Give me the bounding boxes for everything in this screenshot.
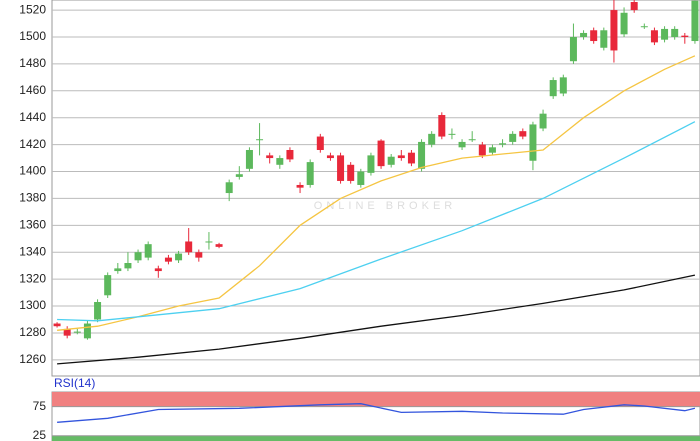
candle-body	[164, 257, 172, 262]
y-tick-label: 1320	[19, 271, 46, 285]
y-tick-label: 1520	[19, 2, 46, 16]
candle-body	[691, 0, 699, 42]
candle-body	[245, 149, 253, 169]
candle-body	[630, 2, 638, 11]
candle-body	[124, 262, 132, 269]
candle-body	[306, 162, 314, 185]
candle-body	[600, 30, 608, 48]
candle-body	[448, 133, 456, 135]
candle-body	[499, 143, 507, 145]
candle-body	[195, 252, 203, 258]
candle-body	[114, 268, 122, 272]
candle-body	[235, 174, 243, 177]
candle-body	[539, 113, 547, 129]
watermark: ONLINE BROKER	[314, 200, 456, 212]
candle-body	[256, 139, 264, 141]
candle-body	[549, 80, 557, 97]
candle-body	[671, 28, 679, 37]
candle-body	[276, 158, 284, 165]
y-tick-label: 1440	[19, 110, 46, 124]
candle-body	[650, 30, 658, 43]
candle-body	[428, 133, 436, 145]
candle-body	[407, 152, 415, 164]
candle-body	[580, 32, 588, 37]
candle-body	[215, 244, 223, 247]
main-panel	[51, 0, 700, 377]
rsi-title: RSI(14)	[54, 376, 95, 390]
candle-body	[205, 241, 213, 243]
y-tick-label: 25	[33, 428, 47, 441]
candle-body	[488, 147, 496, 153]
y-tick-label: 1460	[19, 83, 46, 97]
moving-average	[57, 121, 696, 322]
candle-body	[225, 182, 233, 194]
candle-body	[83, 323, 91, 339]
y-tick-label: 1480	[19, 56, 46, 70]
candle-body	[681, 35, 689, 37]
candle-body	[377, 140, 385, 167]
candle-body	[326, 155, 334, 159]
candle-body	[53, 323, 61, 327]
candle-body	[620, 12, 628, 35]
y-tick-label: 1400	[19, 164, 46, 178]
y-tick-label: 1500	[19, 29, 46, 43]
candle-body	[438, 115, 446, 137]
y-tick-label: 1420	[19, 137, 46, 151]
y-tick-label: 1260	[19, 352, 46, 366]
rsi-line	[57, 403, 696, 423]
candle-body	[468, 139, 476, 141]
candle-body	[569, 36, 577, 62]
candle-body	[175, 253, 183, 261]
candle-body	[185, 241, 193, 253]
candle-body	[316, 136, 324, 150]
candle-body	[519, 131, 527, 137]
candle-body	[529, 124, 537, 161]
candle-body	[590, 30, 598, 42]
candle-body	[296, 184, 304, 188]
candle-body	[610, 10, 618, 51]
rsi-band	[52, 435, 700, 441]
candle-body	[337, 155, 345, 181]
y-tick-label: 1360	[19, 218, 46, 232]
candle-body	[367, 155, 375, 173]
candle-body	[478, 144, 486, 156]
y-tick-label: 1340	[19, 244, 46, 258]
candle-body	[397, 155, 405, 159]
y-tick-label: 1380	[19, 191, 46, 205]
candle-body	[640, 26, 648, 28]
candle-body	[94, 302, 102, 320]
candle-body	[559, 77, 567, 94]
candle-body	[509, 133, 517, 142]
moving-average	[57, 274, 696, 365]
y-tick-label: 1280	[19, 325, 46, 339]
candle-body	[144, 244, 152, 258]
candle-body	[458, 141, 466, 148]
candle-body	[73, 331, 81, 333]
candle-body	[154, 268, 162, 272]
moving-average	[57, 55, 696, 331]
candle-body	[266, 155, 274, 159]
candle-body	[347, 164, 355, 181]
rsi-band	[52, 392, 700, 407]
y-tick-label: 75	[33, 399, 47, 413]
candle-body	[418, 141, 426, 169]
candle-body	[661, 28, 669, 40]
candle-body	[387, 156, 395, 165]
candle-body	[104, 275, 112, 296]
y-tick-label: 1300	[19, 298, 46, 312]
candle-body	[63, 328, 71, 336]
candle-body	[286, 149, 294, 160]
candle-body	[134, 252, 142, 261]
candle-body	[357, 171, 365, 185]
